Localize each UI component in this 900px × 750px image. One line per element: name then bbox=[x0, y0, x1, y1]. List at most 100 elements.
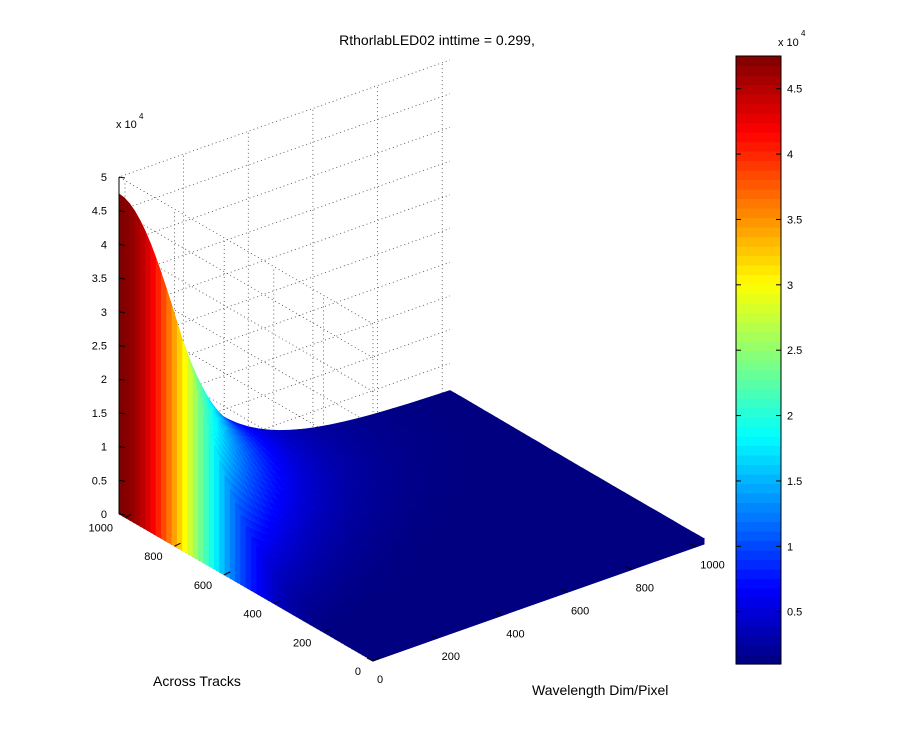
colorbar-swatch bbox=[736, 645, 781, 656]
z-tick-label: 3.5 bbox=[92, 273, 107, 285]
colorbar-swatch bbox=[736, 265, 781, 276]
x-tick-label: 1000 bbox=[700, 560, 724, 572]
y-tick-label: 400 bbox=[243, 609, 261, 621]
surface-side-patch bbox=[139, 220, 146, 530]
colorbar-swatch bbox=[736, 559, 781, 570]
y-tick bbox=[223, 571, 231, 576]
colorbar-swatch bbox=[736, 521, 781, 532]
colorbar-swatch bbox=[736, 426, 781, 437]
surface-side-patch bbox=[208, 428, 215, 570]
surface-side-patch bbox=[219, 459, 226, 576]
colorbar-swatch bbox=[736, 588, 781, 599]
colorbar-swatch bbox=[736, 274, 781, 285]
colorbar-swatch bbox=[736, 493, 781, 504]
colorbar-swatch bbox=[736, 170, 781, 181]
surface-side-patch bbox=[235, 501, 241, 585]
surface-front-skirt bbox=[372, 537, 705, 662]
colorbar-swatch bbox=[736, 474, 781, 485]
colorbar-swatch bbox=[736, 483, 781, 494]
z-tick-label: 1 bbox=[101, 442, 107, 454]
colorbar-swatch bbox=[736, 626, 781, 637]
colorbar-tick-label: 4.5 bbox=[787, 84, 802, 96]
colorbar-swatch bbox=[736, 312, 781, 323]
y-tick-label: 800 bbox=[144, 551, 162, 563]
colorbar-swatch bbox=[736, 398, 781, 409]
colorbar-swatch bbox=[736, 122, 781, 133]
colorbar-swatch bbox=[736, 65, 781, 76]
z-axis-exponent-base: x 10 bbox=[116, 119, 137, 131]
y-tick bbox=[174, 542, 181, 547]
surface-side-patch bbox=[118, 193, 125, 518]
axes-ticks: 00.511.522.533.544.550200400600800100002… bbox=[88, 172, 724, 686]
colorbar-swatch bbox=[736, 417, 781, 428]
z-tick-label: 3 bbox=[101, 307, 107, 319]
z-tick bbox=[118, 446, 126, 449]
x-tick-label: 200 bbox=[442, 651, 460, 663]
wavelength-axis-label: Wavelength Dim/Pixel bbox=[532, 682, 668, 698]
x-tick bbox=[496, 611, 503, 616]
z-tick bbox=[118, 243, 126, 246]
colorbar-swatch bbox=[736, 379, 781, 390]
colorbar-swatch bbox=[736, 160, 781, 171]
colorbar-swatch bbox=[736, 141, 781, 152]
colorbar-swatch bbox=[736, 597, 781, 608]
surface-side-patch bbox=[134, 210, 141, 527]
colorbar-tick-label: 1 bbox=[787, 541, 793, 553]
colorbar-frame bbox=[735, 55, 782, 665]
colorbar-swatch bbox=[736, 445, 781, 456]
x-tick-label: 0 bbox=[377, 674, 383, 686]
surface-side-patch bbox=[245, 525, 252, 592]
surface-side-patch bbox=[192, 376, 199, 561]
colorbar-swatch bbox=[736, 464, 781, 475]
colorbar-swatch bbox=[736, 103, 781, 114]
colorbar-swatch bbox=[736, 322, 781, 333]
colorbar-swatch bbox=[736, 56, 781, 67]
surface-side-patch bbox=[150, 244, 157, 536]
z-tick bbox=[118, 277, 126, 280]
colorbar-swatch bbox=[736, 654, 781, 665]
surface-side-patch bbox=[203, 411, 210, 567]
colorbar-swatch bbox=[736, 550, 781, 561]
colorbar-swatch bbox=[736, 227, 781, 238]
surface-side-patch bbox=[261, 554, 268, 601]
colorbar-swatch bbox=[736, 255, 781, 266]
colorbar-swatch bbox=[736, 132, 781, 143]
colorbar-swatch bbox=[736, 635, 781, 646]
colorbar-swatch bbox=[736, 607, 781, 618]
colorbar-swatch bbox=[736, 151, 781, 162]
colorbar-swatch bbox=[736, 75, 781, 86]
x-tick-label: 800 bbox=[636, 583, 654, 595]
z-tick-label: 2.5 bbox=[92, 341, 107, 353]
y-tick-label: 600 bbox=[194, 580, 212, 592]
surface-side-patch bbox=[129, 202, 136, 524]
y-tick bbox=[323, 628, 330, 633]
y-tick bbox=[273, 600, 281, 605]
colorbar-swatch bbox=[736, 246, 781, 257]
y-tick-label: 0 bbox=[355, 666, 361, 678]
z-tick-label: 2 bbox=[101, 374, 107, 386]
surface-side-patch bbox=[145, 231, 152, 533]
colorbar-swatch bbox=[736, 113, 781, 124]
colorbar-swatch bbox=[736, 198, 781, 209]
surface-side-patch bbox=[176, 323, 183, 552]
z-gridline bbox=[118, 59, 451, 325]
colorbar-swatch bbox=[736, 284, 781, 295]
colorbar-swatch bbox=[736, 512, 781, 523]
colorbar-tick-label: 3 bbox=[787, 280, 793, 292]
colorbar-swatch bbox=[736, 616, 781, 627]
colorbar-swatch bbox=[736, 569, 781, 580]
surface-side-patch bbox=[187, 358, 194, 558]
colorbar-swatch bbox=[736, 407, 781, 418]
z-tick-label: 0 bbox=[101, 509, 107, 521]
surface-side-patch bbox=[124, 197, 130, 521]
z-tick-label: 0.5 bbox=[92, 475, 107, 487]
colorbar-swatch bbox=[736, 455, 781, 466]
x-tick bbox=[690, 543, 697, 548]
z-tick-label: 1.5 bbox=[92, 408, 107, 420]
z-tick bbox=[118, 479, 126, 482]
surface-side-patch bbox=[171, 305, 178, 549]
colorbar-swatch bbox=[736, 540, 781, 551]
y-tick bbox=[124, 513, 132, 518]
colorbar-swatch bbox=[736, 436, 781, 447]
